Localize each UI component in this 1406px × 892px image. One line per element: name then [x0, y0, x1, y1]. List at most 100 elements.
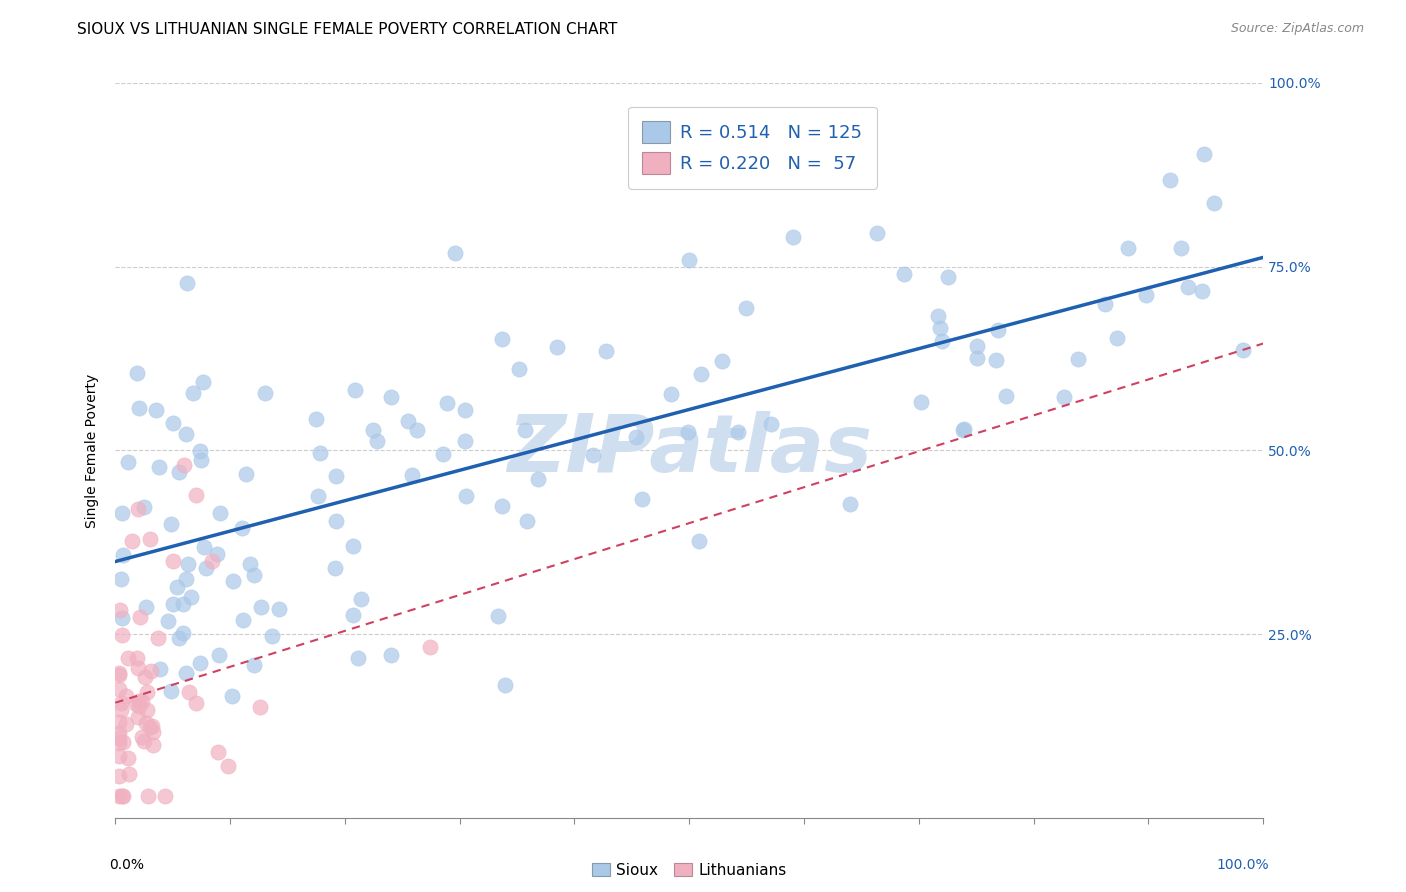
- Point: [136, 703, 159, 717]
- Point: [134, 670, 156, 684]
- Point: [727, 425, 749, 439]
- Point: [149, 662, 172, 676]
- Point: [205, 547, 228, 561]
- Point: [127, 366, 149, 380]
- Point: [307, 489, 329, 503]
- Point: [174, 666, 197, 681]
- Point: [1116, 241, 1139, 255]
- Point: [1170, 241, 1192, 255]
- Point: [107, 681, 129, 696]
- Point: [380, 648, 402, 663]
- Point: [350, 592, 373, 607]
- Point: [188, 656, 211, 670]
- Point: [131, 694, 153, 708]
- Point: [174, 572, 197, 586]
- Point: [111, 506, 134, 520]
- Point: [987, 322, 1010, 336]
- Point: [107, 789, 129, 803]
- Point: [157, 615, 180, 629]
- Point: [595, 343, 617, 358]
- Point: [111, 549, 134, 563]
- Point: [486, 608, 509, 623]
- Point: [127, 661, 149, 675]
- Point: [207, 745, 229, 759]
- Point: [193, 376, 215, 390]
- Point: [117, 751, 139, 765]
- Point: [166, 580, 188, 594]
- Point: [135, 599, 157, 614]
- Point: [107, 725, 129, 739]
- Point: [419, 640, 441, 655]
- Point: [159, 516, 181, 531]
- Point: [145, 402, 167, 417]
- Point: [676, 425, 699, 439]
- Point: [117, 455, 139, 469]
- Text: 100.0%: 100.0%: [1216, 858, 1270, 872]
- Point: [249, 700, 271, 714]
- Point: [1191, 284, 1213, 298]
- Point: [1105, 331, 1128, 345]
- Point: [253, 385, 276, 400]
- Point: [582, 448, 605, 462]
- Point: [107, 668, 129, 682]
- Point: [125, 650, 148, 665]
- Point: [132, 500, 155, 514]
- Point: [128, 401, 150, 416]
- Point: [142, 725, 165, 739]
- Point: [131, 730, 153, 744]
- Point: [217, 758, 239, 772]
- Point: [1067, 351, 1090, 366]
- Point: [759, 417, 782, 431]
- Point: [1052, 391, 1074, 405]
- Point: [162, 598, 184, 612]
- Point: [734, 301, 756, 316]
- Point: [304, 411, 326, 425]
- Point: [347, 650, 370, 665]
- Point: [232, 613, 254, 627]
- Point: [361, 423, 384, 437]
- Point: [491, 332, 513, 346]
- Point: [107, 666, 129, 681]
- Point: [121, 534, 143, 549]
- Point: [406, 423, 429, 437]
- Point: [112, 789, 135, 803]
- Point: [952, 423, 974, 437]
- Point: [262, 629, 284, 643]
- Point: [138, 532, 160, 546]
- Point: [936, 270, 959, 285]
- Point: [176, 276, 198, 290]
- Point: [107, 731, 129, 745]
- Point: [148, 459, 170, 474]
- Point: [135, 715, 157, 730]
- Point: [141, 719, 163, 733]
- Point: [893, 267, 915, 281]
- Point: [111, 735, 134, 749]
- Point: [436, 396, 458, 410]
- Point: [184, 696, 207, 710]
- Point: [366, 434, 388, 448]
- Point: [179, 684, 201, 698]
- Point: [678, 253, 700, 268]
- Point: [690, 367, 713, 381]
- Text: SIOUX VS LITHUANIAN SINGLE FEMALE POVERTY CORRELATION CHART: SIOUX VS LITHUANIAN SINGLE FEMALE POVERT…: [77, 22, 617, 37]
- Point: [110, 703, 132, 717]
- Point: [838, 497, 860, 511]
- Point: [110, 610, 132, 624]
- Point: [155, 789, 177, 803]
- Point: [172, 625, 194, 640]
- Point: [193, 540, 215, 554]
- Point: [148, 631, 170, 645]
- Point: [250, 599, 273, 614]
- Point: [235, 467, 257, 481]
- Point: [516, 514, 538, 528]
- Point: [242, 658, 264, 673]
- Point: [432, 447, 454, 461]
- Point: [494, 678, 516, 692]
- Point: [117, 766, 139, 780]
- Point: [117, 651, 139, 665]
- Point: [107, 769, 129, 783]
- Point: [160, 683, 183, 698]
- Point: [162, 416, 184, 430]
- Text: ZIPatlas: ZIPatlas: [506, 411, 872, 490]
- Point: [167, 631, 190, 645]
